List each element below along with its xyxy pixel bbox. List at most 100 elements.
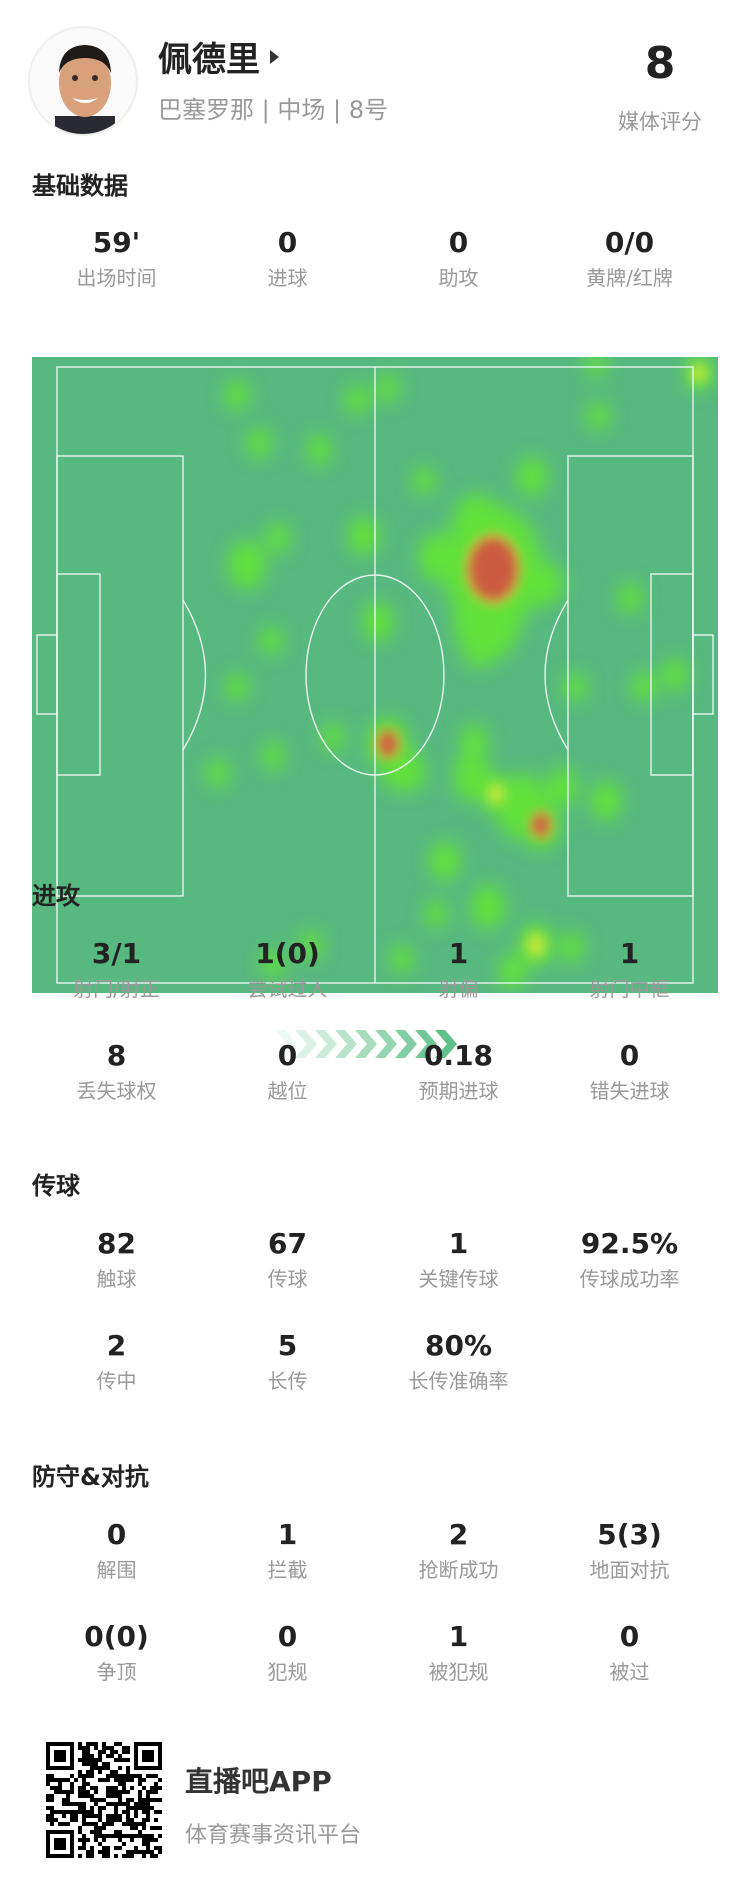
stat-cell: 1 射门中框	[544, 937, 715, 1002]
heat-spot	[348, 516, 380, 556]
stat-cell: 92.5% 传球成功率	[544, 1227, 715, 1292]
stat-cell: 0 进球	[202, 226, 373, 291]
heat-spot	[321, 722, 345, 752]
stat-label: 争顶	[96, 1660, 137, 1684]
stat-cell: 80% 长传准确率	[373, 1329, 544, 1394]
stat-label: 犯规	[267, 1660, 308, 1684]
stat-label: 解围	[96, 1558, 137, 1582]
heat-spot	[632, 671, 656, 703]
player-name: 佩德里	[158, 40, 260, 80]
arrow-chevron	[435, 1030, 457, 1058]
stat-row: 0(0) 争顶 0 犯规 1 被犯规 0 被过	[31, 1620, 715, 1685]
stat-label: 地面对抗	[589, 1558, 670, 1582]
stat-label: 错失进球	[589, 1079, 670, 1103]
qr-code-icon[interactable]	[45, 1742, 163, 1858]
stat-value: 2	[106, 1329, 127, 1362]
stat-row: 0 解围 1 拦截 2 抢断成功 5(3) 地面对抗	[31, 1518, 715, 1583]
stat-label: 尝试过人	[247, 977, 328, 1001]
stat-value: 5(3)	[597, 1518, 662, 1551]
stat-row: 59' 出场时间 0 进球 0 助攻 0/0 黄牌/红牌	[31, 226, 715, 291]
stat-label: 被犯规	[428, 1660, 489, 1684]
heat-spot	[398, 755, 426, 791]
player-photo-icon	[55, 45, 115, 134]
stat-cell: 1 关键传球	[373, 1227, 544, 1292]
heat-spot	[424, 899, 448, 929]
stat-value: 1	[277, 1518, 298, 1551]
stat-label: 关键传球	[418, 1267, 499, 1291]
pitch-lines	[36, 366, 714, 984]
media-rating-value: 8	[644, 38, 676, 89]
heatmap-pitch	[32, 357, 718, 993]
arrow-chevron	[355, 1030, 377, 1058]
stat-value: 0.18	[423, 1039, 494, 1072]
stat-label: 黄牌/红牌	[586, 266, 673, 290]
arrow-chevron	[315, 1030, 337, 1058]
heat-spot	[662, 658, 688, 692]
heat-spot	[468, 537, 518, 601]
heat-spot	[546, 767, 578, 807]
stat-cell: 82 触球	[31, 1227, 202, 1292]
stat-label: 射门/射正	[73, 977, 160, 1001]
stat-value: 8	[106, 1039, 127, 1072]
stat-label: 传球成功率	[579, 1267, 680, 1291]
arrow-chevron	[295, 1030, 317, 1058]
center-circle	[305, 574, 445, 776]
heat-spot	[691, 363, 707, 383]
heat-spot	[299, 930, 323, 960]
stat-cell: 0 解围	[31, 1518, 202, 1583]
stat-cell: 0(0) 争顶	[31, 1620, 202, 1685]
stat-value: 0	[619, 1039, 640, 1072]
section-title-defense: 防守&对抗	[32, 1463, 149, 1491]
stat-cell: 0 错失进球	[544, 1039, 715, 1104]
heat-spot	[261, 741, 285, 771]
stat-cell: 0 助攻	[373, 226, 544, 291]
stat-label: 抢断成功	[418, 1558, 499, 1582]
media-rating-label: 媒体评分	[618, 110, 702, 134]
arrow-chevron	[275, 1030, 297, 1058]
heat-spot	[266, 522, 290, 554]
left-goal	[36, 634, 58, 715]
heat-layer	[206, 357, 713, 990]
stat-cell: 5(3) 地面对抗	[544, 1518, 715, 1583]
heat-spot	[462, 624, 496, 668]
heat-spot	[376, 373, 400, 403]
heat-spot	[460, 724, 488, 760]
app-slogan: 体育赛事资讯平台	[185, 1823, 362, 1848]
player-number: 8号	[348, 96, 388, 124]
stat-cell: 67 传球	[202, 1227, 373, 1292]
heat-spot	[590, 781, 622, 821]
heat-spot	[498, 954, 526, 990]
stat-value: 67	[268, 1227, 307, 1260]
stat-value: 0	[619, 1620, 640, 1653]
heat-spot	[307, 434, 331, 466]
section-title-attack: 进攻	[32, 882, 80, 910]
player-avatar[interactable]	[28, 26, 138, 136]
stat-row: 8 丢失球权 0 越位 0.18 预期进球 0 错失进球	[31, 1039, 715, 1104]
stat-value: 0	[106, 1518, 127, 1551]
attack-direction-arrows-icon	[275, 1030, 457, 1058]
stat-label: 出场时间	[76, 266, 157, 290]
stat-label: 长传准确率	[408, 1369, 509, 1393]
heat-spot	[206, 758, 230, 788]
stat-cell: 1(0) 尝试过人	[202, 937, 373, 1002]
caret-right-icon	[270, 49, 279, 64]
stat-value: 0(0)	[84, 1620, 149, 1653]
stat-cell: 0 被过	[544, 1620, 715, 1685]
stat-value: 1	[448, 937, 469, 970]
stat-cell: 0 越位	[202, 1039, 373, 1104]
stat-label: 助攻	[438, 266, 479, 290]
stat-value: 59'	[92, 226, 141, 259]
heat-spot	[247, 427, 271, 459]
stat-cell: 0/0 黄牌/红牌	[544, 226, 715, 291]
stat-value: 3/1	[91, 937, 142, 970]
player-team: 巴塞罗那	[158, 96, 254, 124]
stat-cell: 5 长传	[202, 1329, 373, 1394]
stat-value: 0/0	[604, 226, 655, 259]
player-name-link[interactable]: 佩德里	[158, 32, 279, 81]
heat-spot	[586, 401, 610, 431]
arrow-chevron	[375, 1030, 397, 1058]
stat-value: 80%	[424, 1329, 493, 1362]
stat-cell: 0.18 预期进球	[373, 1039, 544, 1104]
heat-spot	[531, 812, 551, 838]
heat-spot	[261, 949, 285, 979]
